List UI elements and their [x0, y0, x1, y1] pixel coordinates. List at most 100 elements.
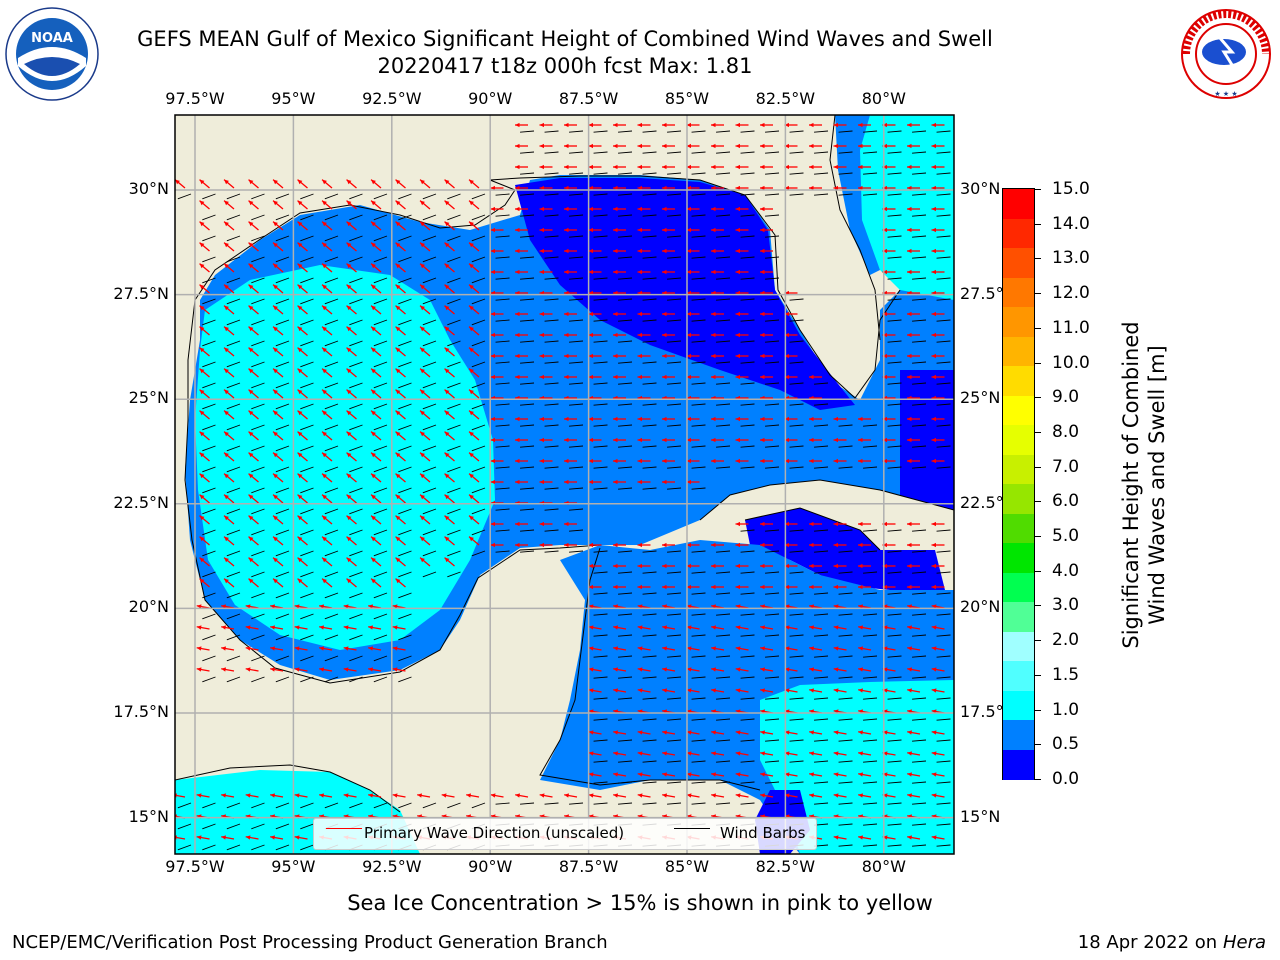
wave-arrow-head: [539, 206, 545, 212]
wave-arrow-head: [784, 374, 790, 380]
wind-barb: [789, 319, 804, 322]
wave-arrow-head: [273, 473, 278, 479]
wave-arrow-head: [931, 667, 937, 672]
wind-barb: [691, 340, 706, 343]
wave-arrow-head: [248, 473, 254, 479]
wind-barb: [789, 130, 804, 133]
wave-arrow-head: [588, 542, 594, 548]
wave-arrow-head: [420, 389, 425, 395]
wave-arrow-head: [199, 326, 205, 332]
wave-arrow-head: [245, 646, 251, 651]
wave-arrow-head: [564, 269, 569, 275]
wave-arrow-head: [711, 164, 716, 170]
wind-barb: [398, 403, 412, 410]
wind-barb: [838, 718, 853, 721]
wave-arrow-head: [711, 646, 717, 651]
wave-arrow-head: [469, 221, 474, 227]
wave-arrow-head: [444, 410, 450, 416]
wave-arrow-head: [248, 494, 254, 500]
wave-arrow-head: [588, 437, 594, 443]
wave-arrow-head: [248, 242, 254, 248]
wind-barb: [912, 760, 927, 763]
wind-barb: [300, 655, 314, 662]
wave-arrow-head: [248, 389, 254, 395]
wind-barb: [300, 319, 314, 326]
wind-barb: [887, 802, 902, 805]
wind-barb: [398, 676, 412, 683]
wave-arrow-head: [662, 122, 667, 128]
wave-arrow-head: [392, 604, 398, 609]
wind-barb: [838, 760, 853, 763]
wave-arrow-head: [444, 368, 450, 374]
wind-barb: [495, 403, 510, 406]
wind-barb: [398, 298, 412, 305]
wind-barb: [593, 277, 608, 280]
wave-direction-swatch: [326, 828, 362, 829]
wind-barb: [447, 298, 461, 305]
wave-arrow-head: [686, 667, 692, 672]
coastline-yucatan: [539, 547, 761, 791]
wave-arrow-head: [613, 604, 619, 609]
wind-barb: [740, 193, 755, 196]
wave-arrow-head: [297, 515, 303, 521]
wind-barb: [716, 718, 731, 721]
wind-barb: [667, 277, 682, 280]
lat-label-right: 27.5°N: [960, 283, 1016, 303]
wave-arrow-head: [322, 431, 327, 437]
wave-arrow-head: [322, 326, 327, 332]
wind-barb: [251, 298, 265, 305]
svg-text:★ ★ ★: ★ ★ ★: [1214, 90, 1237, 98]
wind-barb: [912, 277, 927, 280]
wind-barb: [740, 235, 755, 238]
wind-barb: [202, 424, 216, 431]
wave-arrow-head: [420, 263, 425, 269]
wave-arrow-head: [686, 458, 692, 464]
wave-arrow-head: [760, 437, 765, 443]
wind-barb: [691, 151, 706, 154]
wave-arrow-head: [907, 227, 912, 233]
wind-barb: [642, 739, 657, 742]
wind-barb: [202, 844, 216, 851]
wave-arrow-head: [248, 515, 254, 521]
wave-arrow-head: [469, 263, 474, 269]
wind-barb: [324, 277, 339, 284]
wind-barb: [202, 634, 216, 641]
wind-barb: [716, 466, 731, 469]
wind-barb: [667, 739, 682, 742]
wave-arrow-head: [273, 536, 278, 542]
wave-arrow-head: [833, 688, 839, 693]
wind-barb: [275, 613, 290, 620]
colorbar-tick-label: 15.0: [1034, 179, 1090, 199]
wind-barb: [838, 676, 853, 679]
wave-arrow-head: [931, 646, 937, 651]
wave-arrow-head: [760, 122, 765, 128]
lat-label-left: 30°N: [128, 179, 169, 198]
lon-label-top: 90°W: [468, 89, 513, 108]
wind-barb: [300, 592, 314, 599]
lon-label-top: 82.5°W: [755, 89, 816, 108]
wind-barb: [275, 571, 290, 578]
wind-barb: [789, 361, 804, 364]
wave-arrow-head: [224, 473, 229, 479]
wind-barb: [520, 319, 535, 322]
wave-arrow-head: [273, 410, 278, 416]
wave-arrow-head: [662, 667, 668, 672]
wind-barb: [349, 634, 363, 641]
wind-barb: [765, 214, 780, 217]
wind-barb: [814, 193, 829, 196]
wind-barb: [887, 403, 902, 406]
wave-arrow-head: [539, 542, 545, 548]
wind-barb: [398, 571, 412, 578]
wind-barb: [887, 130, 902, 133]
wave-arrow-head: [371, 242, 376, 248]
wind-barb: [300, 844, 314, 851]
wave-arrow-head: [248, 578, 254, 584]
wave-arrow-head: [273, 179, 278, 185]
wind-barb: [740, 655, 755, 658]
colorbar-segment: [1003, 425, 1034, 455]
wave-arrow-head: [907, 563, 912, 569]
wave-arrow-head: [346, 368, 352, 374]
wave-arrow-head: [564, 164, 569, 170]
wave-arrow-head: [882, 122, 888, 128]
wind-barb: [716, 277, 731, 280]
